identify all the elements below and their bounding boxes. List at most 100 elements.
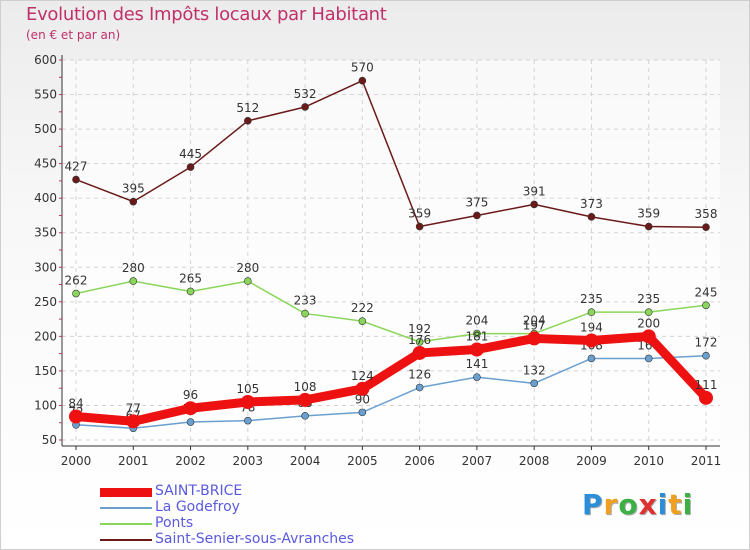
data-point bbox=[129, 277, 138, 285]
data-point bbox=[129, 197, 138, 206]
x-tick-label: 2004 bbox=[290, 454, 321, 468]
data-point bbox=[644, 354, 653, 363]
data-label: 280 bbox=[122, 261, 145, 275]
data-point bbox=[301, 309, 309, 318]
data-label: 204 bbox=[465, 314, 488, 328]
data-point bbox=[240, 395, 255, 409]
data-label: 194 bbox=[580, 321, 603, 335]
data-label: 176 bbox=[408, 333, 431, 347]
y-tick-label: 200 bbox=[34, 329, 57, 343]
data-point bbox=[473, 373, 481, 381]
data-label: 445 bbox=[179, 147, 202, 161]
data-point bbox=[587, 213, 596, 221]
legend-swatch bbox=[100, 507, 152, 509]
data-label: 124 bbox=[351, 369, 374, 383]
data-label: 280 bbox=[236, 261, 259, 275]
data-label: 235 bbox=[580, 292, 603, 306]
series-line-saint-senier-sous-avranches bbox=[75, 79, 707, 228]
data-point bbox=[358, 408, 367, 417]
data-point bbox=[415, 222, 424, 231]
logo-letter: t bbox=[668, 488, 683, 521]
x-tick-label: 2001 bbox=[118, 454, 149, 468]
data-point bbox=[473, 211, 481, 220]
logo-letter: x bbox=[638, 488, 658, 521]
data-label: 84 bbox=[68, 397, 83, 411]
data-label: 570 bbox=[351, 61, 374, 75]
legend-item: Ponts bbox=[100, 515, 420, 532]
data-label: 200 bbox=[637, 316, 660, 330]
data-label: 105 bbox=[236, 382, 259, 396]
legend-label: SAINT-BRICE bbox=[155, 483, 243, 499]
data-point bbox=[584, 333, 599, 348]
data-label: 532 bbox=[294, 87, 317, 101]
data-label: 359 bbox=[408, 207, 431, 221]
y-tick-label: 600 bbox=[34, 53, 57, 67]
plot-area bbox=[62, 60, 720, 440]
legend-item: Saint-Senier-sous-Avranches bbox=[100, 531, 420, 548]
data-point bbox=[415, 338, 424, 346]
data-label: 204 bbox=[523, 314, 546, 328]
legend-swatch bbox=[100, 487, 152, 497]
data-point bbox=[186, 418, 195, 426]
data-label: 222 bbox=[351, 301, 374, 315]
proxiti-logo: Proxiti bbox=[582, 488, 693, 521]
chart-title: Evolution des Impôts locaux par Habitant bbox=[26, 4, 387, 25]
data-point bbox=[244, 117, 252, 125]
data-label: 265 bbox=[179, 271, 202, 285]
data-point bbox=[186, 163, 195, 171]
x-tick-label: 2007 bbox=[462, 454, 493, 468]
data-label: 262 bbox=[65, 274, 88, 288]
data-point bbox=[641, 329, 656, 344]
data-point bbox=[644, 222, 653, 231]
data-label: 245 bbox=[695, 285, 718, 299]
x-tick-label: 2005 bbox=[347, 454, 378, 468]
y-tick-label: 100 bbox=[34, 398, 57, 412]
logo-letter: r bbox=[603, 488, 619, 521]
data-label: 141 bbox=[465, 357, 488, 371]
data-label: 90 bbox=[355, 392, 370, 406]
logo-letter: o bbox=[618, 488, 639, 521]
data-label: 126 bbox=[408, 367, 431, 381]
series-line-saint-brice bbox=[71, 331, 711, 426]
legend-label: Saint-Senier-sous-Avranches bbox=[155, 531, 355, 547]
data-point bbox=[587, 354, 596, 363]
series-line-ponts bbox=[75, 280, 707, 343]
data-point bbox=[126, 414, 141, 429]
chart-subtitle: (en € et par an) bbox=[26, 28, 121, 42]
data-point bbox=[244, 277, 252, 285]
data-label: 77 bbox=[126, 401, 141, 415]
data-point bbox=[530, 379, 538, 388]
x-tick-label: 2010 bbox=[633, 454, 664, 468]
legend-label: Ponts bbox=[155, 515, 194, 531]
data-label: 96 bbox=[183, 388, 198, 402]
x-tick-label: 2000 bbox=[61, 454, 92, 468]
data-point bbox=[72, 289, 80, 298]
data-point bbox=[72, 175, 80, 184]
data-point bbox=[702, 351, 710, 360]
data-point bbox=[298, 392, 313, 407]
x-tick-label: 2008 bbox=[519, 454, 550, 468]
y-tick-label: 400 bbox=[34, 191, 57, 205]
data-point bbox=[699, 390, 713, 405]
x-tick-label: 2009 bbox=[576, 454, 607, 468]
data-label: 391 bbox=[523, 184, 546, 198]
y-tick-label: 450 bbox=[34, 157, 57, 171]
logo-letter: i bbox=[682, 488, 694, 521]
data-point bbox=[69, 409, 83, 424]
legend-item: SAINT-BRICE bbox=[100, 483, 420, 500]
data-label: 111 bbox=[695, 378, 718, 392]
y-tick-label: 300 bbox=[34, 260, 57, 274]
legend-label: La Godefroy bbox=[155, 499, 240, 515]
x-tick-label: 2006 bbox=[404, 454, 435, 468]
y-tick-label: 50 bbox=[42, 433, 57, 447]
data-label: 172 bbox=[695, 336, 718, 350]
data-label: 132 bbox=[523, 363, 546, 377]
data-label: 235 bbox=[637, 292, 660, 306]
series-line-la-godefroy bbox=[75, 354, 707, 430]
x-tick-label: 2003 bbox=[233, 454, 264, 468]
x-tick-label: 2011 bbox=[691, 454, 722, 468]
data-point bbox=[358, 317, 367, 325]
data-label: 192 bbox=[408, 322, 431, 336]
logo-letter: P bbox=[582, 488, 604, 521]
